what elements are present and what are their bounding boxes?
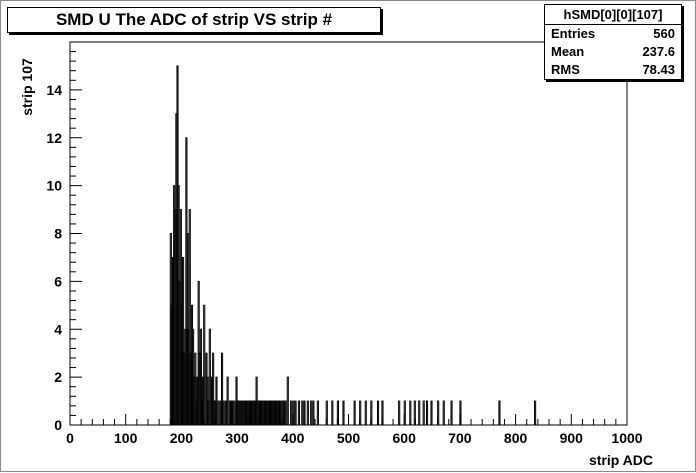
histogram-bar	[353, 400, 356, 426]
stats-row-mean: Mean 237.6	[545, 43, 681, 61]
histogram-bar	[450, 400, 453, 426]
histogram-bar	[442, 400, 445, 426]
histogram-bar	[418, 400, 421, 426]
histogram-bar	[215, 376, 218, 426]
histogram-bar	[381, 400, 384, 426]
histogram-bar	[376, 400, 380, 426]
x-tick-label: 900	[560, 430, 584, 446]
histogram-bar	[409, 400, 412, 426]
chart-title: SMD U The ADC of strip VS strip #	[7, 7, 381, 33]
histogram-bar	[310, 400, 313, 426]
stats-label: RMS	[551, 62, 580, 77]
histogram-bar	[437, 400, 440, 426]
histogram-bar	[208, 328, 211, 426]
y-tick-label: 14	[46, 82, 62, 98]
histogram-bar	[290, 400, 293, 426]
x-tick-label: 0	[66, 430, 74, 446]
histogram-bar	[422, 400, 425, 426]
x-tick-label: 600	[393, 430, 417, 446]
x-tick-label: 1000	[611, 430, 642, 446]
histogram-bar	[222, 400, 225, 426]
stats-label: Entries	[551, 26, 596, 41]
plot-frame	[69, 41, 628, 426]
histogram-bar	[297, 400, 300, 426]
histogram-bar	[370, 400, 373, 426]
y-tick-label: 0	[54, 417, 62, 433]
histogram-bar	[301, 400, 304, 426]
histogram-bar	[325, 400, 328, 426]
histogram-bar	[292, 400, 295, 426]
histogram-bar	[278, 400, 282, 426]
x-axis-title: strip ADC	[588, 452, 653, 468]
histogram-bar	[306, 400, 309, 426]
y-axis-title: strip 107	[19, 58, 35, 116]
x-tick-label: 200	[170, 430, 194, 446]
histogram-bar	[336, 400, 339, 426]
histogram-bar	[459, 400, 462, 426]
histogram-bar	[312, 400, 315, 426]
histogram-bar	[182, 256, 185, 426]
histogram-bar	[232, 400, 235, 426]
y-tick-label: 10	[46, 178, 62, 194]
histogram-bar	[212, 352, 215, 426]
histogram-bar	[398, 400, 401, 426]
stats-label: Mean	[551, 44, 585, 59]
x-tick-label: 300	[225, 430, 249, 446]
histogram-bar	[316, 400, 319, 426]
stats-box: hSMD[0][0][107] Entries 560 Mean 237.6 R…	[544, 4, 682, 80]
x-tick-label: 700	[448, 430, 472, 446]
histogram-bar	[430, 400, 433, 426]
stats-value: 78.43	[642, 62, 675, 77]
stats-histogram-name: hSMD[0][0][107]	[545, 5, 681, 25]
histogram-bar	[188, 209, 191, 426]
histogram-bar	[284, 400, 287, 426]
histogram-bar	[364, 400, 367, 426]
stats-value: 560	[653, 26, 675, 41]
histogram-bar	[217, 400, 220, 426]
y-tick-label: 6	[54, 273, 62, 289]
histogram-bar	[221, 352, 224, 426]
x-tick-label: 800	[504, 430, 528, 446]
stats-row-entries: Entries 560	[545, 25, 681, 43]
y-tick-label: 4	[54, 321, 62, 337]
histogram-bar	[342, 400, 345, 426]
stats-value: 237.6	[642, 44, 675, 59]
histogram-bar	[303, 400, 306, 426]
histogram-bar	[498, 400, 501, 426]
histogram-bar	[199, 328, 202, 426]
histogram-bar	[413, 400, 416, 426]
histogram-bar	[238, 400, 241, 426]
histogram-bar	[194, 352, 197, 426]
y-tick-label: 2	[54, 369, 62, 385]
x-tick-label: 400	[281, 430, 305, 446]
histogram-bar	[359, 400, 362, 426]
y-tick-label: 8	[54, 226, 62, 242]
histogram-bar	[534, 400, 537, 426]
histogram-bar	[294, 400, 297, 426]
y-tick-label: 12	[46, 130, 62, 146]
stats-row-rms: RMS 78.43	[545, 61, 681, 79]
x-tick-label: 500	[337, 430, 361, 446]
histogram-bar	[331, 400, 334, 426]
histogram-bar	[425, 400, 429, 426]
x-tick-label: 100	[114, 430, 138, 446]
histogram-bar	[226, 376, 229, 426]
histogram-bar	[203, 304, 206, 426]
histogram-bar	[403, 400, 406, 426]
histogram-bar	[286, 376, 289, 426]
